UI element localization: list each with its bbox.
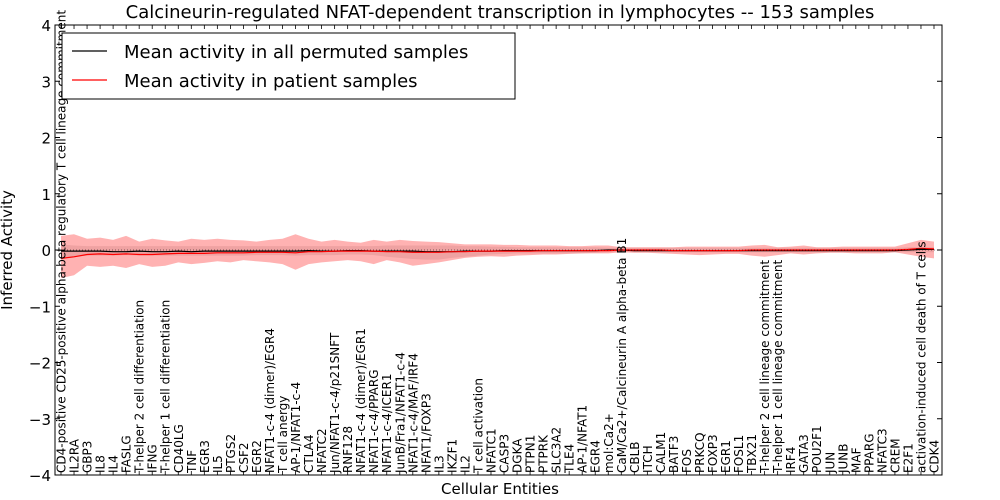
x-tick-label: TBX21: [745, 434, 759, 474]
x-tick-label: JUN: [823, 452, 837, 474]
x-tick-label: AP-1/NFAT1: [576, 405, 590, 473]
plot-frame: [54, 24, 943, 476]
x-tick-label: EGR3: [198, 440, 212, 473]
x-tick-label: FOXP3: [706, 434, 720, 473]
x-tick-label: FOS: [680, 449, 694, 473]
y-tick-label: −4: [29, 467, 51, 485]
x-tick-label: IL3: [432, 455, 446, 473]
x-tick-label: GATA3: [797, 434, 811, 473]
y-tick-label: 1: [41, 186, 51, 204]
x-tick-label: POU2F1: [810, 425, 824, 473]
x-tick-label: FOSL1: [732, 435, 746, 473]
x-tick-label: IL2: [458, 455, 472, 473]
x-tick-label: MAF: [849, 447, 863, 473]
x-tick-label: PTGS2: [224, 434, 238, 473]
x-tick-label: T-helper 1 cell lineage commitment: [771, 260, 785, 474]
y-axis-label: Inferred Activity: [0, 190, 16, 310]
x-tick-label: CD40LG: [172, 424, 186, 473]
x-tick-label: CaM/Ca2+/Calcineurin A alpha-beta B1: [615, 238, 629, 473]
x-tick-label: TLE4: [563, 444, 577, 474]
x-tick-label: CASP3: [498, 434, 512, 473]
line-series-1: [60, 247, 935, 259]
x-tick-label: IL5: [211, 455, 225, 473]
x-tick-label: NFAT1-c-4/ICER1: [380, 374, 394, 473]
x-tick-label: T-helper 2 cell differentiation: [133, 300, 147, 474]
y-tick-label: 4: [41, 17, 51, 35]
y-tick-label: −2: [29, 355, 51, 373]
chart-title: Calcineurin-regulated NFAT-dependent tra…: [126, 2, 875, 23]
x-tick-label: JunB/Fra1/NFAT1-c-4: [393, 352, 407, 474]
y-tick-label: 0: [41, 242, 51, 260]
x-tick-label: DGKA: [511, 438, 525, 473]
y-tick-label: −1: [29, 298, 51, 316]
x-tick-label: E2F1: [901, 443, 915, 473]
x-tick-label: RNF128: [341, 426, 355, 473]
x-tick-label: CSF2: [237, 442, 251, 473]
x-tick-label: IL2RA: [68, 438, 82, 473]
x-tick-label: FASLG: [120, 435, 134, 473]
x-tick-label: CDK4: [928, 440, 942, 473]
x-tick-label: SLC3A2: [550, 427, 564, 473]
x-tick-label: NFATC2: [315, 428, 329, 473]
x-tick-label: NFAT1-c-4 (dimer)/EGR4: [263, 328, 277, 473]
x-tick-label: IL4: [107, 455, 121, 473]
x-tick-label: GBP3: [81, 441, 95, 473]
legend-label-permuted: Mean activity in all permuted samples: [124, 42, 468, 63]
x-tick-label: PRKCQ: [693, 432, 707, 473]
legend-label-patient: Mean activity in patient samples: [124, 71, 418, 92]
x-tick-label: EGR4: [589, 440, 603, 473]
y-tick-label: −3: [29, 411, 51, 429]
x-tick-label: T-helper 1 cell differentiation: [159, 300, 173, 474]
x-tick-label: Jun/NFAT1-c-4/p21SNFT: [328, 332, 342, 474]
y-tick-label: 3: [41, 73, 51, 91]
x-tick-label: IFNG: [146, 444, 160, 473]
x-tick-label: mol:Ca2+: [602, 413, 616, 473]
x-tick-label: T-helper 2 cell lineage commitment: [758, 260, 772, 474]
x-tick-label: T cell activation: [472, 378, 486, 474]
x-tick-label: NFATC3: [875, 428, 889, 473]
x-tick-label: PTPRK: [537, 434, 551, 473]
x-tick-label: IRF4: [784, 447, 798, 473]
legend: Mean activity in all permuted samples Me…: [61, 32, 516, 100]
x-tick-label: AP-1/NFAT1-c-4: [289, 382, 303, 473]
x-tick-label: NFAT1-c-4 (dimer)/EGR1: [354, 328, 368, 473]
x-tick-label: CD4-positive CD25-positive alpha-beta re…: [55, 10, 69, 473]
x-tick-label: NFAT1-c-4/PPARG: [367, 369, 381, 473]
x-tick-label: JUNB: [836, 443, 850, 474]
x-tick-label: TNF: [185, 450, 199, 474]
x-tick-label: CTLA4: [302, 435, 316, 474]
x-tick-label: IKZF1: [445, 439, 459, 473]
x-tick-label: CALM1: [654, 432, 668, 473]
x-tick-label: ITCH: [641, 445, 655, 473]
x-tick-label: NFAT1/FOXP3: [419, 393, 433, 473]
x-tick-label: T cell anergy: [276, 396, 290, 474]
x-tick-label: PTPN1: [524, 435, 538, 473]
x-tick-label: CREM: [888, 438, 902, 473]
x-tick-label: BATF3: [667, 436, 681, 473]
x-tick-label: EGR2: [250, 440, 264, 473]
x-tick-label: PPARG: [862, 433, 876, 473]
x-tick-label: EGR1: [719, 440, 733, 473]
x-tick-label: activation-induced cell death of T cells: [915, 241, 929, 473]
y-tick-label: 2: [41, 130, 51, 148]
band-series-1: [61, 234, 934, 279]
x-tick-label: NFATC1: [485, 428, 499, 473]
x-axis-label: Cellular Entities: [441, 480, 559, 498]
x-tick-label: NFAT1-c-4/MAF/IRF4: [406, 353, 420, 473]
x-tick-label: IL8: [94, 455, 108, 473]
legend-box: [61, 32, 516, 100]
x-tick-label: CBLB: [628, 441, 642, 473]
